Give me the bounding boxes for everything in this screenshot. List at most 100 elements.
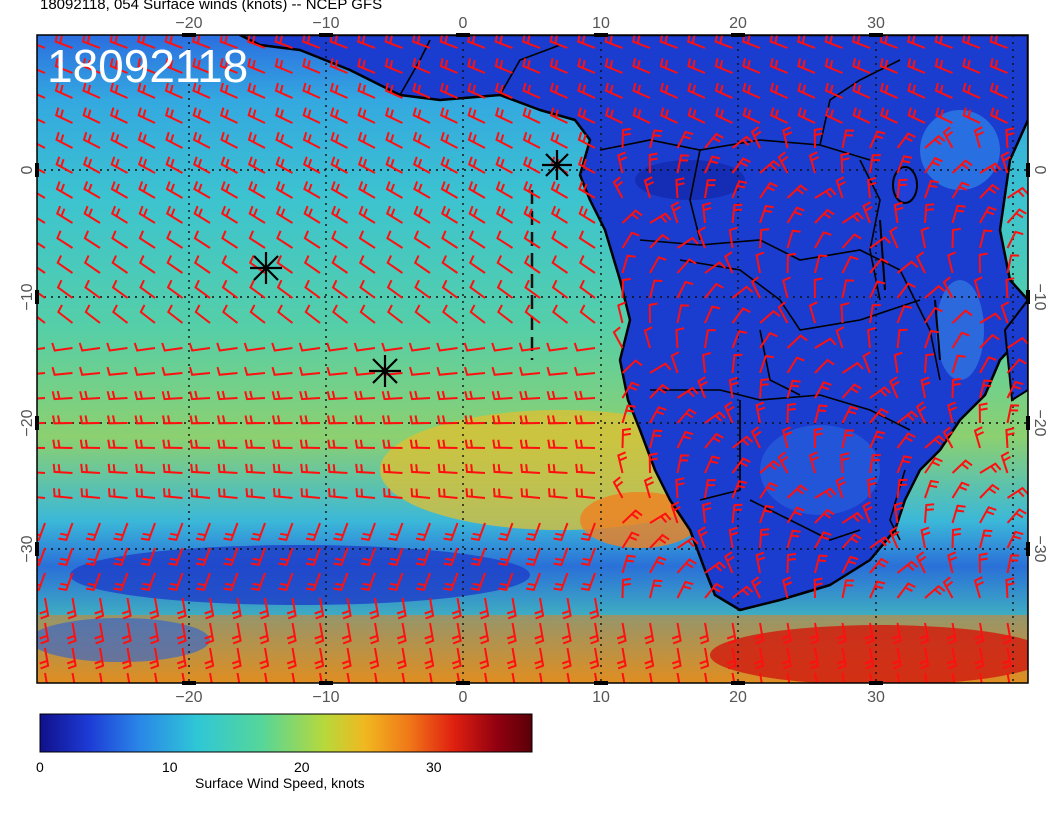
- wind-barb: [424, 647, 435, 670]
- wind-barb: [442, 304, 459, 324]
- wind-barb: [632, 82, 651, 99]
- wind-barb: [704, 261, 727, 274]
- wind-barb: [750, 126, 762, 149]
- wind-barb: [824, 58, 843, 74]
- wind-barb: [384, 35, 403, 49]
- wind-barb: [951, 181, 970, 199]
- wind-barb: [424, 597, 435, 620]
- wind-barb: [55, 107, 73, 124]
- wind-barb: [519, 366, 541, 376]
- wind-barb: [107, 415, 128, 425]
- wind-barb: [326, 342, 348, 352]
- wind-barb: [742, 82, 761, 99]
- wind-barb: [659, 35, 678, 49]
- wind-barb: [1006, 486, 1028, 499]
- wind-barb: [192, 156, 211, 174]
- wind-barb: [525, 522, 541, 542]
- wind-barb: [704, 455, 721, 474]
- wind-barb: [947, 401, 958, 424]
- wind-barb: [326, 390, 348, 401]
- wind-barb: [519, 390, 541, 401]
- wind-barb: [951, 481, 970, 499]
- wind-barb: [304, 279, 321, 299]
- wind-barb: [161, 342, 183, 352]
- wind-barb: [464, 390, 486, 401]
- wind-barb: [525, 572, 541, 592]
- wind-barb: [319, 672, 323, 683]
- wind-barb: [841, 579, 855, 599]
- wind-barb: [786, 484, 808, 499]
- wind-barb: [291, 672, 296, 683]
- wind-barb: [1000, 451, 1011, 474]
- wind-barb: [632, 35, 651, 49]
- y-axis-left: 0 −10 −20 −30: [19, 165, 36, 562]
- wind-barb: [192, 58, 211, 74]
- wind-barb: [299, 415, 321, 425]
- wind-barb: [1001, 647, 1012, 670]
- wind-barb: [797, 82, 816, 99]
- wind-barb: [724, 551, 735, 574]
- wind-barb: [869, 280, 886, 299]
- wind-barb: [704, 582, 724, 599]
- wind-barb: [302, 107, 321, 124]
- wind-barb: [71, 672, 76, 683]
- wind-barb: [409, 366, 431, 376]
- wind-barb: [573, 342, 596, 352]
- wind-barb: [924, 584, 946, 599]
- wind-barb: [439, 58, 458, 74]
- wind-barb: [924, 479, 939, 499]
- wind-barb: [106, 390, 128, 401]
- wind-barb: [195, 547, 211, 567]
- wind-barb: [889, 376, 900, 399]
- wind-barb: [786, 356, 805, 374]
- wind-barb: [108, 488, 128, 499]
- wind-barb: [550, 107, 568, 124]
- wind-barb: [731, 330, 748, 349]
- wind-barb: [216, 366, 238, 376]
- wind-barb: [924, 353, 935, 374]
- wind-barb: [250, 522, 266, 542]
- wind-barb: [835, 476, 846, 499]
- wind-barb: [550, 131, 568, 149]
- wind-barb: [814, 358, 835, 374]
- wind-barb: [621, 254, 636, 274]
- wind-barb: [165, 107, 183, 124]
- wind-barb: [896, 582, 916, 599]
- wind-barb: [786, 379, 801, 399]
- wind-barb: [37, 93, 46, 99]
- x-tick-top: 10: [592, 15, 610, 32]
- wind-barb: [496, 230, 514, 249]
- wind-barb: [869, 386, 892, 399]
- wind-barb: [37, 159, 46, 174]
- wind-barb: [134, 439, 156, 449]
- wind-barb: [974, 647, 985, 670]
- wind-barb: [750, 426, 762, 449]
- wind-barb: [250, 547, 266, 567]
- wind-barb: [621, 359, 643, 374]
- wind-barb: [915, 401, 927, 424]
- wind-barb: [492, 415, 513, 425]
- wind-barb: [519, 415, 541, 425]
- y-tick-left: 0: [19, 165, 36, 174]
- wind-barb: [951, 227, 962, 249]
- wind-barb: [759, 159, 781, 174]
- wind-barb: [303, 230, 321, 249]
- wind-barb: [506, 647, 517, 670]
- x-tick-bottom: −20: [175, 689, 202, 706]
- wind-barb: [381, 342, 403, 352]
- y-tick-right: −20: [1031, 409, 1048, 436]
- wind-barb: [327, 463, 348, 474]
- wind-barb: [578, 255, 596, 274]
- wind-barb: [383, 488, 403, 499]
- wind-barb: [299, 390, 321, 401]
- wind-barb: [39, 647, 50, 670]
- wind-barb: [353, 342, 376, 352]
- wind-barb: [522, 58, 541, 74]
- wind-barb: [443, 572, 459, 592]
- wind-barb: [330, 107, 348, 124]
- wind-barb: [498, 547, 514, 567]
- wind-barb: [94, 647, 105, 670]
- wind-barb: [412, 82, 431, 99]
- wind-barb: [524, 279, 541, 299]
